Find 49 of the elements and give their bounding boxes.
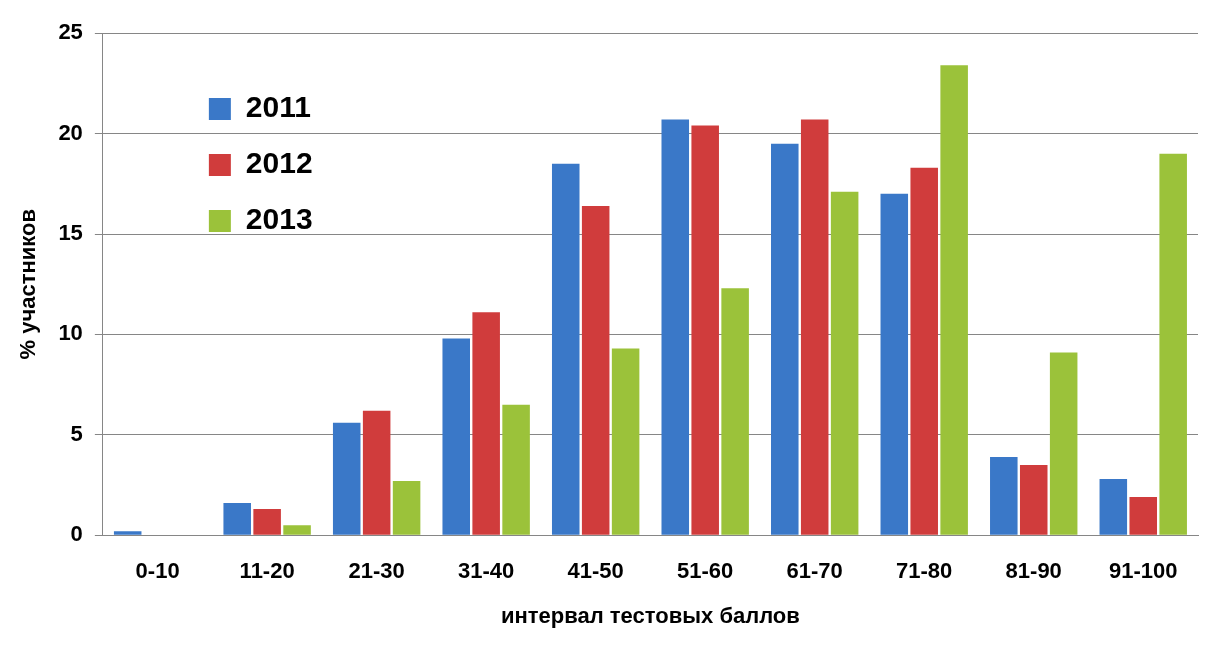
y-tick-label: 15 (58, 220, 83, 246)
bar (113, 531, 142, 535)
bar (771, 143, 799, 535)
x-tick-label: 21-30 (348, 558, 405, 584)
bar (940, 65, 968, 535)
bar (1159, 153, 1187, 535)
bar (472, 312, 500, 535)
legend-label: 2013 (245, 202, 313, 236)
bar (283, 525, 311, 535)
x-tick-label: 91-100 (1108, 558, 1178, 584)
x-tick-label: 51-60 (677, 558, 734, 584)
y-tick-label: 25 (58, 19, 83, 45)
bar (721, 288, 749, 535)
x-tick-label: 41-50 (567, 558, 624, 584)
bar (332, 422, 361, 535)
bar (581, 205, 610, 535)
bar (502, 404, 530, 535)
bar (442, 338, 470, 535)
bar (392, 480, 421, 535)
bar (910, 167, 938, 535)
y-tick-label: 20 (58, 119, 83, 145)
y-tick-label: 5 (70, 420, 83, 446)
x-axis-title: интервал тестовых баллов (501, 602, 800, 628)
x-tick-label: 61-70 (786, 558, 843, 584)
bar (611, 348, 640, 535)
bar (800, 119, 829, 535)
bar (253, 509, 281, 535)
bar (1049, 352, 1078, 535)
bar (661, 119, 690, 535)
bar (1019, 464, 1048, 535)
bar (551, 163, 580, 535)
bar (830, 191, 859, 535)
y-axis-title: % участников (15, 208, 41, 360)
bar (1099, 478, 1128, 535)
legend-label: 2011 (245, 90, 311, 124)
bar (880, 193, 909, 535)
bar (223, 503, 251, 535)
bar (691, 125, 719, 535)
bar (990, 456, 1018, 535)
legend-label: 2012 (245, 146, 313, 180)
x-tick-label: 0-10 (135, 558, 180, 584)
bar (1129, 497, 1158, 535)
x-tick-label: 81-90 (1005, 558, 1062, 584)
x-tick-label: 11-20 (239, 558, 295, 584)
bar (362, 410, 391, 535)
y-tick-label: 10 (58, 320, 83, 346)
x-tick-label: 71-80 (896, 558, 953, 584)
x-tick-label: 31-40 (458, 558, 515, 584)
y-tick-label: 0 (70, 521, 83, 547)
